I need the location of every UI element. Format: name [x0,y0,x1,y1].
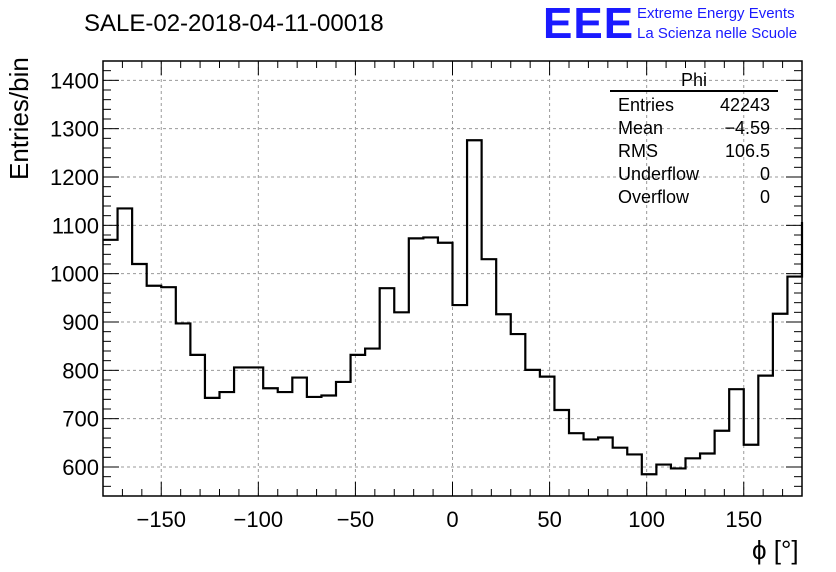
stats-box: Phi Entries 42243 Mean −4.59 RMS 106.5 U… [610,70,778,209]
stats-title: Phi [680,70,707,90]
x-tick-label: 150 [725,507,762,532]
stats-row-overflow: Overflow 0 [610,186,778,209]
stats-value: 42243 [719,95,770,115]
x-tick-label: −100 [234,507,284,532]
stats-label: Entries [618,95,675,115]
y-tick-label: 1100 [52,213,99,238]
stats-value: 106.5 [724,141,770,161]
stats-label: Mean [618,118,664,138]
stats-label: Underflow [618,164,700,184]
y-tick-label: 1000 [50,262,99,287]
x-tick-label: 100 [628,507,665,532]
histogram-title: SALE-02-2018-04-11-00018 [84,10,384,37]
stats-row-rms: RMS 106.5 [610,140,778,163]
x-tick-label: 50 [537,507,561,532]
logo-subtitle-line1: Extreme Energy Events [637,5,795,22]
stats-row-entries: Entries 42243 [610,94,778,117]
y-tick-label: 1400 [50,68,99,93]
y-tick-label: 900 [62,310,99,335]
stats-row-mean: Mean −4.59 [610,117,778,140]
stats-value: −4.59 [724,118,770,138]
y-tick-label: 600 [62,455,99,480]
stats-separator [610,90,778,92]
stats-row-underflow: Underflow 0 [610,163,778,186]
stats-label: RMS [618,141,658,161]
x-tick-label: 0 [446,507,458,532]
histogram-step-line [103,139,804,476]
y-tick-label: 700 [62,407,99,432]
y-tick-label: 1200 [50,165,99,190]
stats-value: 0 [759,187,770,207]
logo-subtitle-line2: La Scienza nelle Scuole [637,25,798,42]
y-tick-label: 1300 [50,117,99,142]
stats-label: Overflow [618,187,690,207]
eee-logo: EEE [543,0,635,48]
x-axis-label: ϕ [°] [752,535,799,565]
stats-value: 0 [759,164,770,184]
x-tick-label: −50 [337,507,374,532]
x-tick-label: −150 [136,507,186,532]
y-tick-label: 800 [62,358,99,383]
y-axis-label: Entries/bin [4,57,34,180]
